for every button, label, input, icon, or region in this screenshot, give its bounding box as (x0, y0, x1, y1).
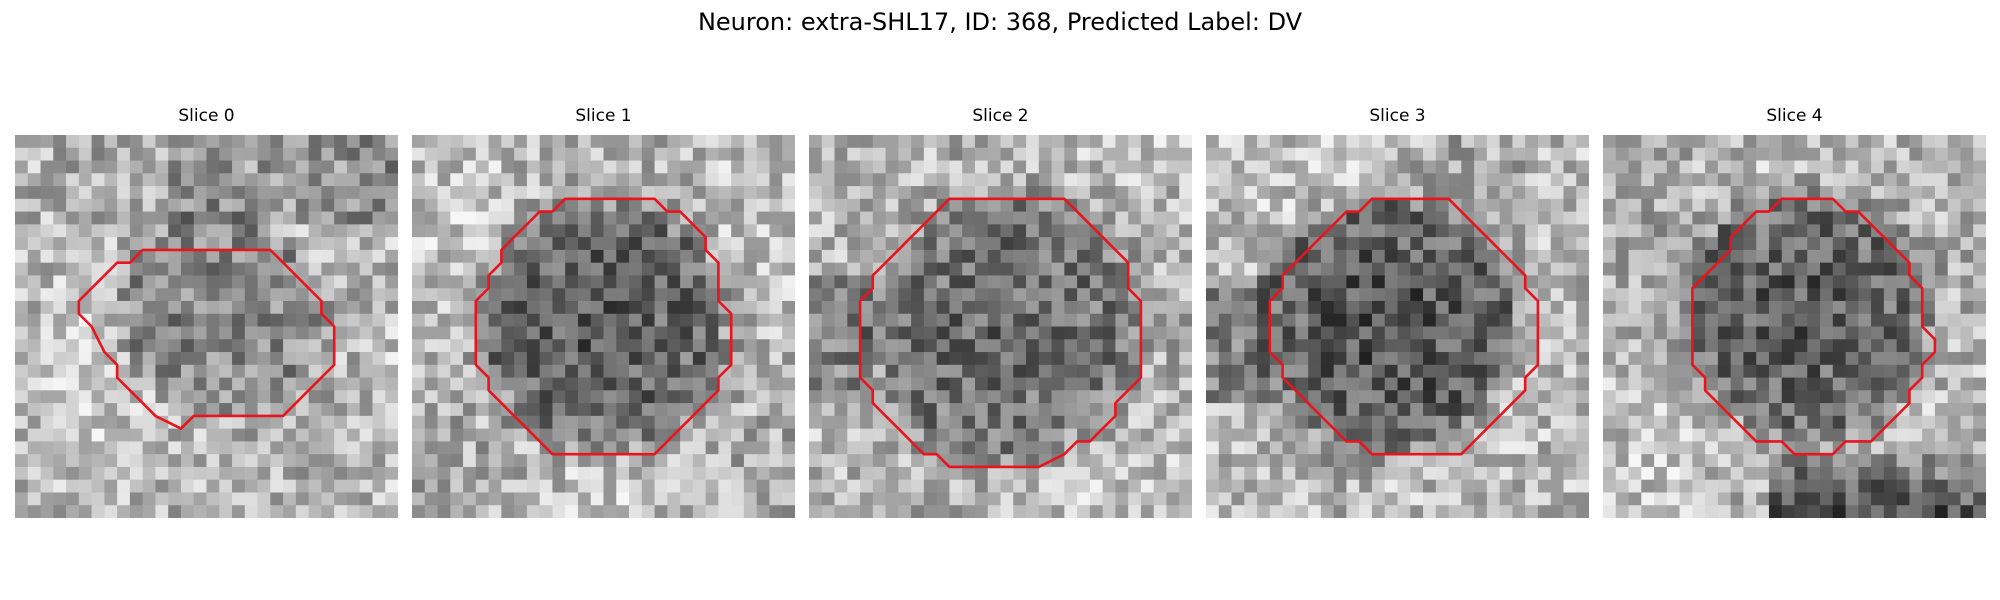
roi-outline (858, 197, 1143, 469)
slice-image (15, 135, 398, 518)
slice-title: Slice 2 (972, 106, 1029, 126)
roi-outline (1691, 197, 1937, 456)
slice-title: Slice 1 (575, 106, 632, 126)
slice-canvas (15, 135, 398, 518)
slice-title: Slice 3 (1369, 106, 1426, 126)
slice-image (1206, 135, 1589, 518)
slice-image (1603, 135, 1986, 518)
slice-title: Slice 0 (178, 106, 235, 126)
slice-image (809, 135, 1192, 518)
slice-title: Slice 4 (1766, 106, 1823, 126)
roi-outline (77, 248, 336, 430)
slice-panel-3: Slice 3 (1206, 105, 1589, 518)
slice-image (412, 135, 795, 518)
figure-title: Neuron: extra-SHL17, ID: 368, Predicted … (697, 8, 1303, 36)
slice-canvas (1603, 135, 1986, 518)
roi-outline (474, 197, 733, 456)
slice-panel-2: Slice 2 (809, 105, 1192, 518)
slice-canvas (1206, 135, 1589, 518)
slice-canvas (809, 135, 1192, 518)
slice-panel-4: Slice 4 (1603, 105, 1986, 518)
roi-outline (1268, 197, 1540, 456)
slice-panel-0: Slice 0 (15, 105, 398, 518)
slice-panel-1: Slice 1 (412, 105, 795, 518)
slice-canvas (412, 135, 795, 518)
